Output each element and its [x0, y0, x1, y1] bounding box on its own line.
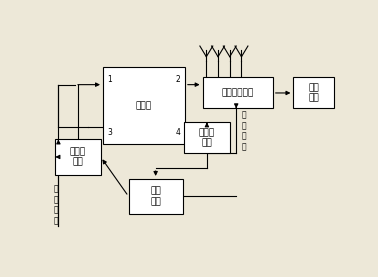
Text: 3: 3: [107, 128, 112, 137]
FancyBboxPatch shape: [55, 139, 101, 175]
FancyBboxPatch shape: [293, 78, 334, 108]
Text: 检测
回路: 检测 回路: [150, 187, 161, 206]
FancyBboxPatch shape: [203, 78, 273, 108]
Text: 4: 4: [176, 128, 181, 137]
Text: 耦合器: 耦合器: [136, 101, 152, 110]
Text: 功率放
大器: 功率放 大器: [70, 147, 86, 167]
Text: 标准
负载: 标准 负载: [308, 83, 319, 103]
FancyBboxPatch shape: [103, 67, 185, 144]
Text: 发
送
回
路: 发 送 回 路: [53, 185, 58, 225]
Text: 接
收
回
路: 接 收 回 路: [242, 111, 246, 151]
FancyBboxPatch shape: [129, 179, 183, 214]
Text: 2: 2: [176, 75, 181, 84]
Text: 功率分
配器: 功率分 配器: [199, 128, 215, 147]
FancyBboxPatch shape: [184, 122, 229, 153]
Text: 1: 1: [107, 75, 112, 84]
Text: 天线开关单元: 天线开关单元: [222, 88, 254, 98]
